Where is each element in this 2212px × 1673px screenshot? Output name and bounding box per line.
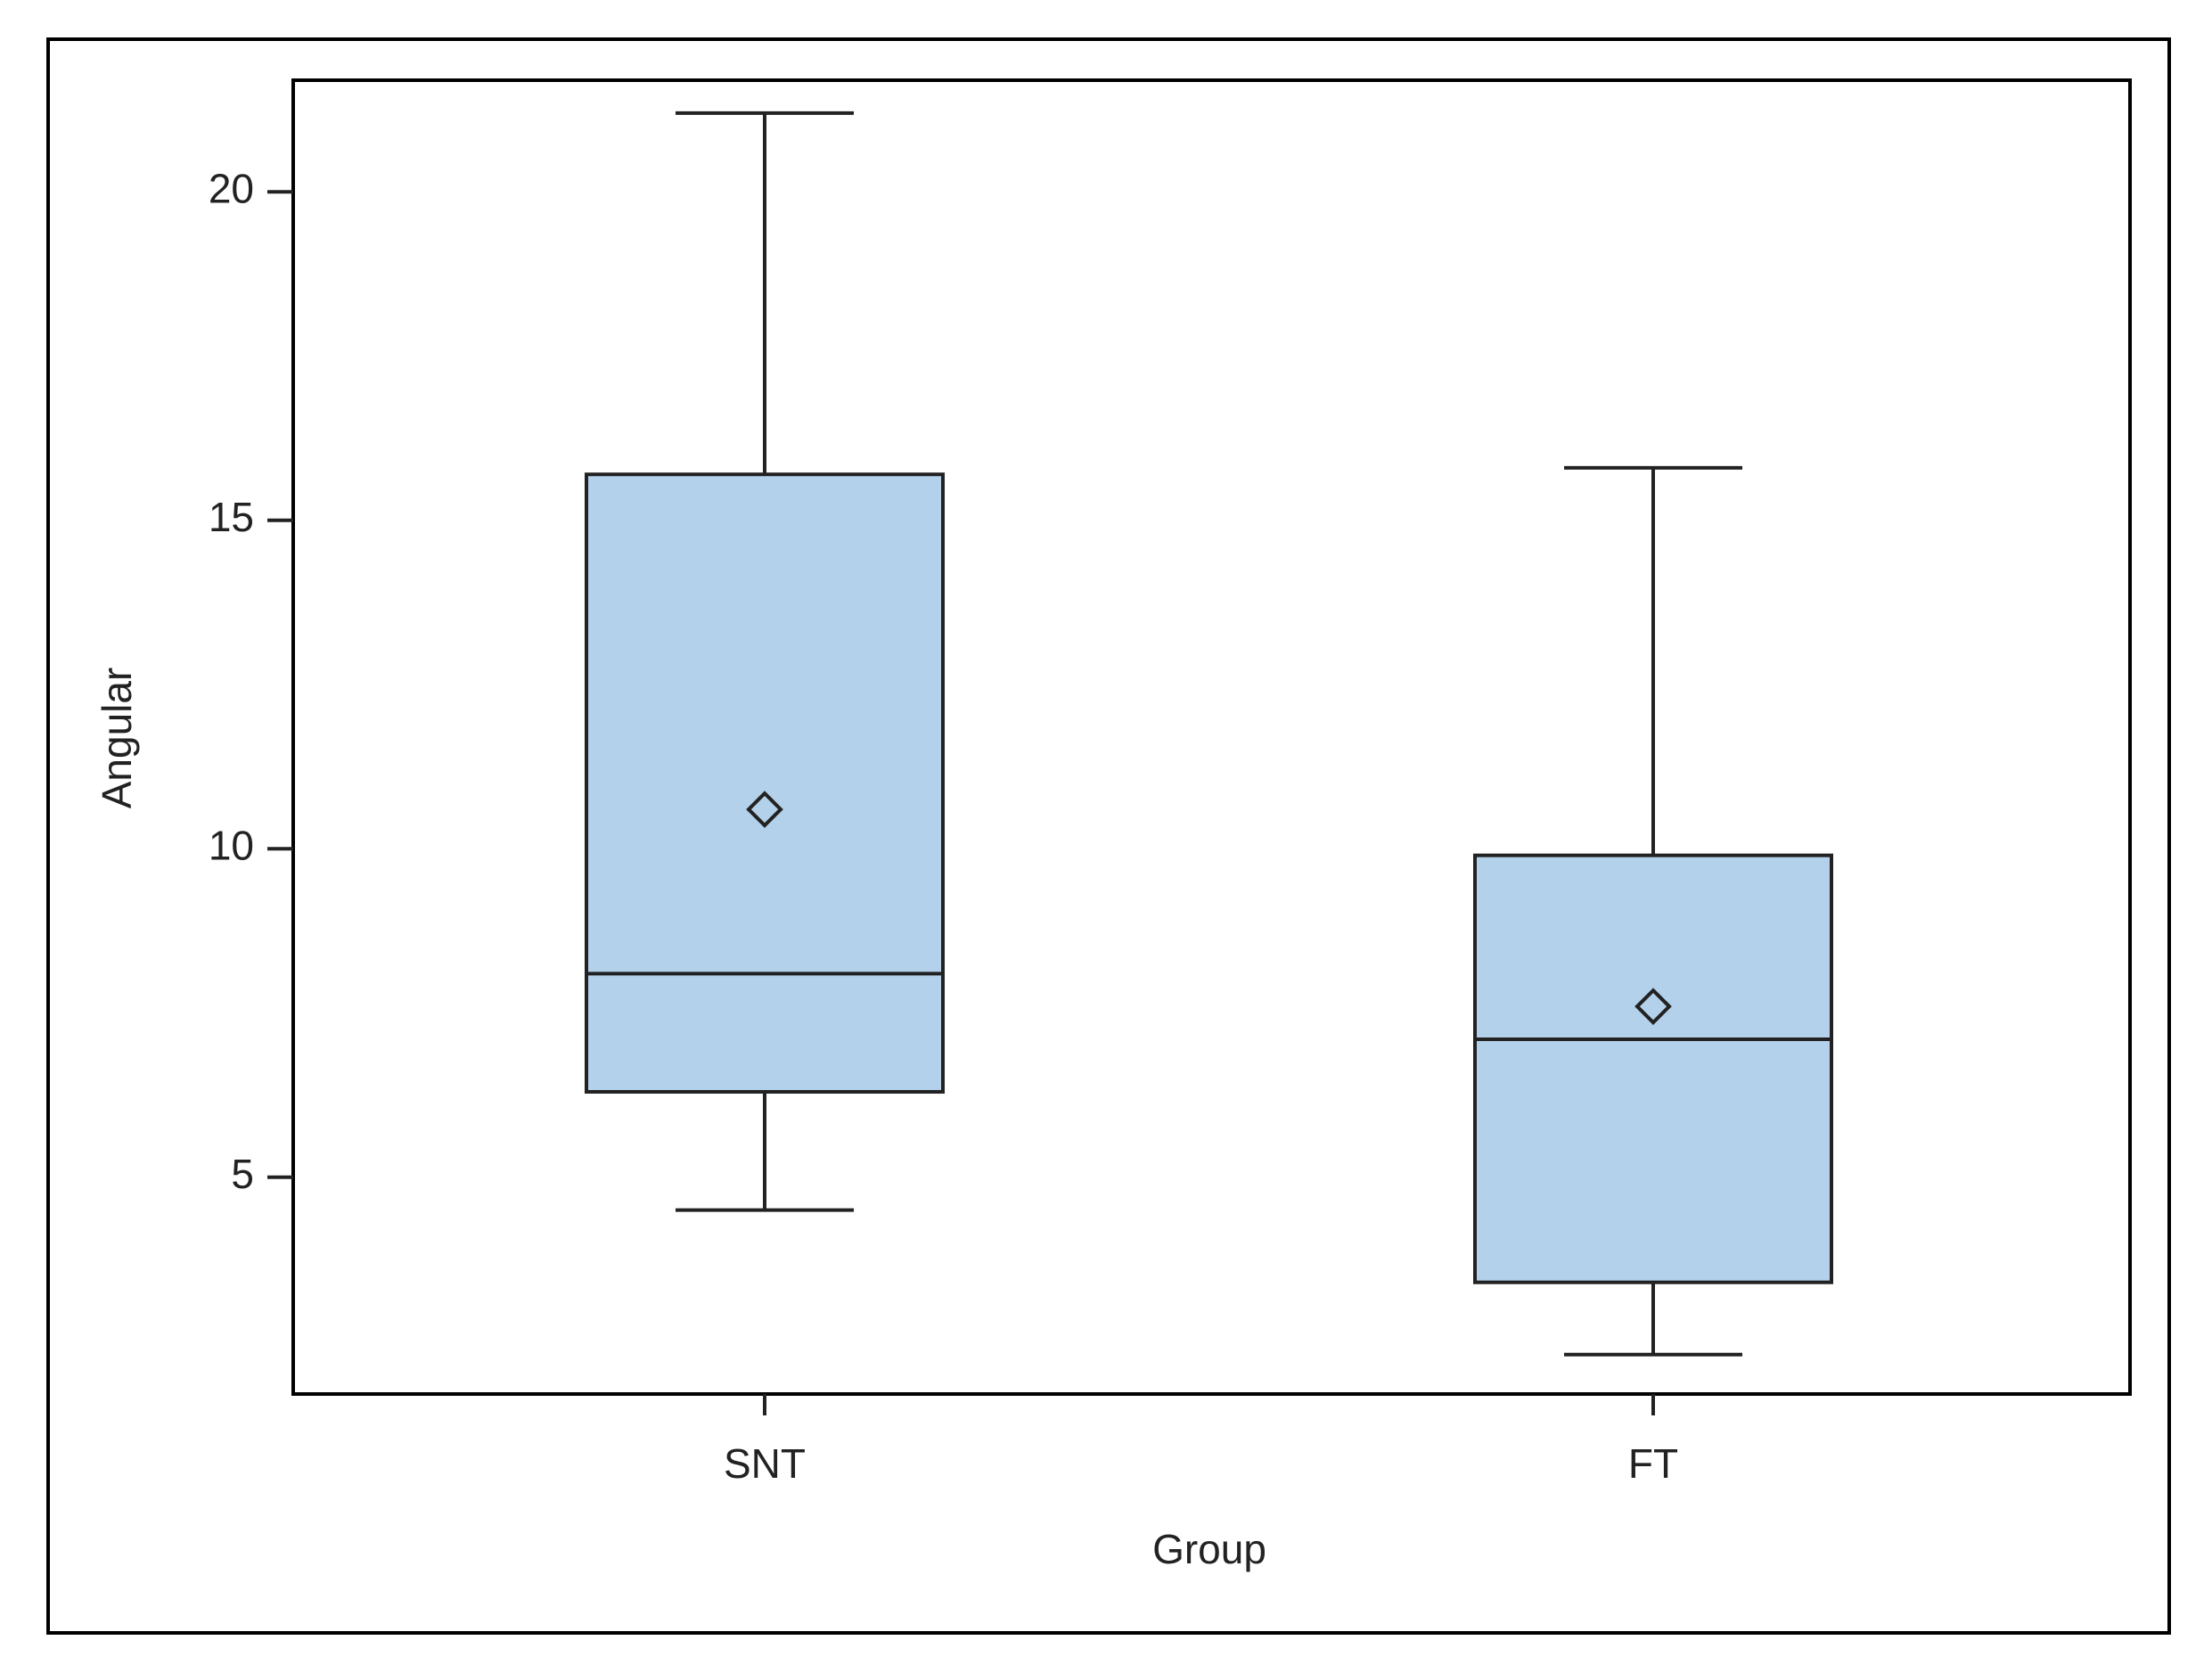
y-tick-label: 10 <box>209 822 254 868</box>
outer-frame <box>46 37 2171 1635</box>
box <box>585 472 945 1094</box>
x-tick-label: SNT <box>724 1440 806 1487</box>
y-tick-label: 5 <box>231 1151 254 1197</box>
x-axis-label: Group <box>1152 1526 1266 1572</box>
y-tick-label: 20 <box>209 165 254 211</box>
box <box>1473 853 1833 1284</box>
plot-frame <box>291 78 2132 1396</box>
mean-marker <box>746 791 783 828</box>
x-tick-label: FT <box>1628 1440 1678 1487</box>
mean-marker <box>1634 988 1672 1025</box>
y-axis-label: Angular <box>94 668 140 809</box>
y-tick-label: 15 <box>209 494 254 540</box>
